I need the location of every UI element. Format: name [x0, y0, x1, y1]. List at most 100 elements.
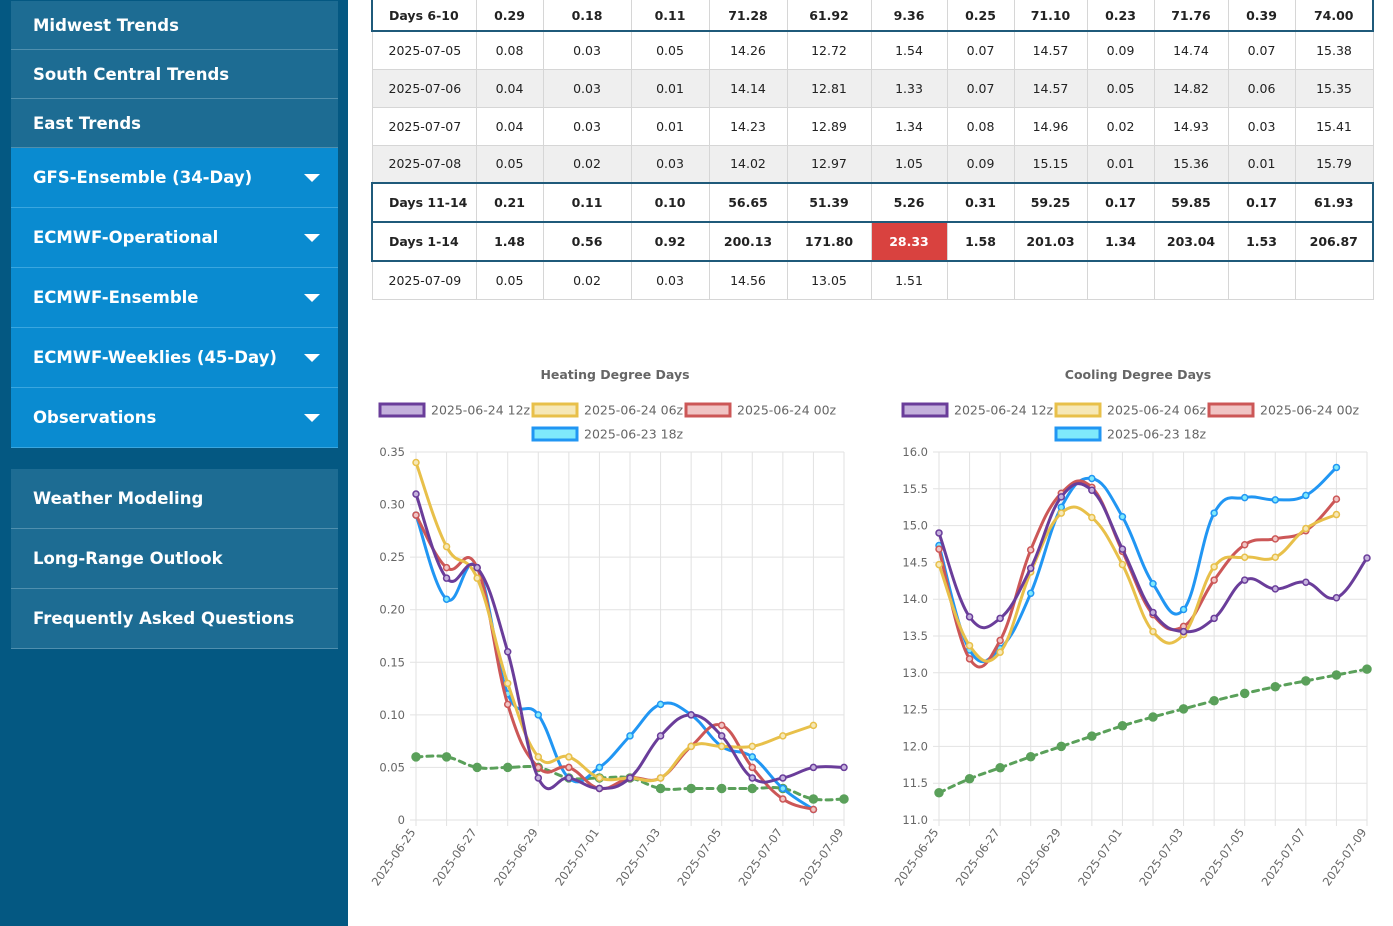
- data-point[interactable]: [995, 762, 1005, 773]
- data-point[interactable]: [565, 763, 573, 772]
- data-point[interactable]: [747, 783, 758, 794]
- data-point[interactable]: [717, 742, 726, 751]
- data-point[interactable]: [1301, 676, 1311, 686]
- data-point[interactable]: [996, 614, 1004, 623]
- data-point[interactable]: [1363, 554, 1371, 562]
- data-point[interactable]: [808, 794, 819, 804]
- chevron-down-icon[interactable]: [304, 233, 320, 242]
- data-point[interactable]: [565, 774, 573, 782]
- data-point[interactable]: [1178, 704, 1189, 714]
- data-point[interactable]: [503, 679, 512, 688]
- data-point[interactable]: [779, 774, 787, 782]
- legend-item[interactable]: 2025-06-23 18z: [531, 426, 684, 442]
- legend-item[interactable]: 2025-06-23 18z: [1054, 426, 1207, 442]
- data-point[interactable]: [1118, 560, 1127, 569]
- chevron-down-icon[interactable]: [304, 173, 320, 182]
- data-point[interactable]: [1056, 741, 1067, 752]
- data-point[interactable]: [1087, 731, 1097, 741]
- data-point[interactable]: [779, 732, 787, 740]
- legend-item[interactable]: 2025-06-24 12z: [378, 402, 531, 418]
- sidebar-item-east-trends[interactable]: East Trends: [11, 99, 338, 148]
- data-point[interactable]: [1057, 503, 1066, 511]
- data-point[interactable]: [534, 774, 543, 782]
- sidebar-item-observations[interactable]: Observations: [11, 388, 338, 448]
- data-point[interactable]: [442, 595, 451, 603]
- data-point[interactable]: [717, 732, 726, 740]
- data-point[interactable]: [1239, 688, 1250, 699]
- data-point[interactable]: [1332, 463, 1341, 472]
- data-point[interactable]: [473, 574, 481, 582]
- data-point[interactable]: [965, 655, 974, 663]
- data-point[interactable]: [809, 721, 818, 730]
- data-point[interactable]: [1026, 564, 1035, 573]
- data-point[interactable]: [934, 788, 944, 798]
- data-point[interactable]: [595, 784, 604, 793]
- data-point[interactable]: [1149, 579, 1157, 588]
- data-point[interactable]: [996, 636, 1004, 645]
- sidebar-item-frequently-asked-questions[interactable]: Frequently Asked Questions: [11, 589, 338, 649]
- data-point[interactable]: [717, 721, 726, 730]
- sidebar-item-long-range-outlook[interactable]: Long-Range Outlook: [11, 529, 338, 589]
- chevron-down-icon[interactable]: [304, 293, 320, 302]
- data-point[interactable]: [809, 763, 818, 772]
- data-point[interactable]: [442, 563, 451, 572]
- data-point[interactable]: [411, 752, 421, 762]
- data-point[interactable]: [442, 542, 451, 551]
- data-point[interactable]: [1118, 513, 1127, 521]
- data-point[interactable]: [687, 711, 695, 719]
- data-point[interactable]: [1057, 509, 1066, 517]
- chevron-down-icon[interactable]: [304, 353, 320, 362]
- data-point[interactable]: [1332, 495, 1341, 503]
- data-point[interactable]: [1179, 605, 1188, 614]
- data-point[interactable]: [1179, 627, 1188, 636]
- data-point[interactable]: [840, 763, 848, 772]
- data-point[interactable]: [686, 783, 696, 794]
- data-point[interactable]: [1209, 696, 1219, 706]
- sidebar-item-gfs-ensemble-34-day[interactable]: GFS-Ensemble (34-Day): [11, 148, 338, 208]
- data-point[interactable]: [442, 574, 451, 582]
- data-point[interactable]: [1149, 608, 1157, 617]
- data-point[interactable]: [965, 613, 974, 621]
- data-point[interactable]: [1331, 670, 1342, 680]
- data-point[interactable]: [935, 545, 943, 553]
- sidebar-item-ecmwf-weeklies-45-day[interactable]: ECMWF-Weeklies (45-Day): [11, 328, 338, 388]
- legend-item[interactable]: 2025-06-24 06z: [1054, 402, 1207, 418]
- data-point[interactable]: [779, 784, 787, 793]
- data-point[interactable]: [1088, 486, 1096, 495]
- data-point[interactable]: [809, 805, 818, 814]
- legend-item[interactable]: 2025-06-24 06z: [531, 402, 684, 418]
- legend-item[interactable]: 2025-06-24 00z: [1207, 402, 1360, 418]
- data-point[interactable]: [534, 753, 543, 761]
- data-point[interactable]: [502, 762, 513, 773]
- sidebar-item-midwest-trends[interactable]: Midwest Trends: [11, 1, 338, 50]
- data-point[interactable]: [1088, 513, 1096, 522]
- data-point[interactable]: [1302, 578, 1310, 587]
- data-point[interactable]: [748, 774, 757, 782]
- legend-item[interactable]: 2025-06-24 00z: [684, 402, 837, 418]
- data-point[interactable]: [748, 742, 757, 751]
- data-point[interactable]: [1302, 524, 1310, 533]
- data-point[interactable]: [412, 511, 420, 519]
- data-point[interactable]: [503, 648, 512, 656]
- data-point[interactable]: [1210, 563, 1218, 571]
- data-point[interactable]: [748, 763, 757, 772]
- data-point[interactable]: [1148, 712, 1158, 722]
- data-point[interactable]: [1210, 614, 1218, 623]
- data-point[interactable]: [473, 563, 481, 572]
- data-point[interactable]: [655, 783, 666, 794]
- data-point[interactable]: [656, 774, 665, 782]
- data-point[interactable]: [1270, 682, 1281, 692]
- data-point[interactable]: [1026, 546, 1035, 554]
- data-point[interactable]: [1271, 553, 1280, 561]
- data-point[interactable]: [1117, 721, 1128, 731]
- data-point[interactable]: [1149, 627, 1157, 636]
- data-point[interactable]: [412, 490, 420, 498]
- data-point[interactable]: [965, 641, 974, 650]
- data-point[interactable]: [441, 752, 452, 762]
- sidebar-item-ecmwf-operational[interactable]: ECMWF-Operational: [11, 208, 338, 268]
- data-point[interactable]: [1210, 509, 1218, 517]
- data-point[interactable]: [595, 774, 604, 782]
- data-point[interactable]: [1240, 553, 1249, 561]
- data-point[interactable]: [935, 529, 943, 537]
- data-point[interactable]: [472, 762, 482, 773]
